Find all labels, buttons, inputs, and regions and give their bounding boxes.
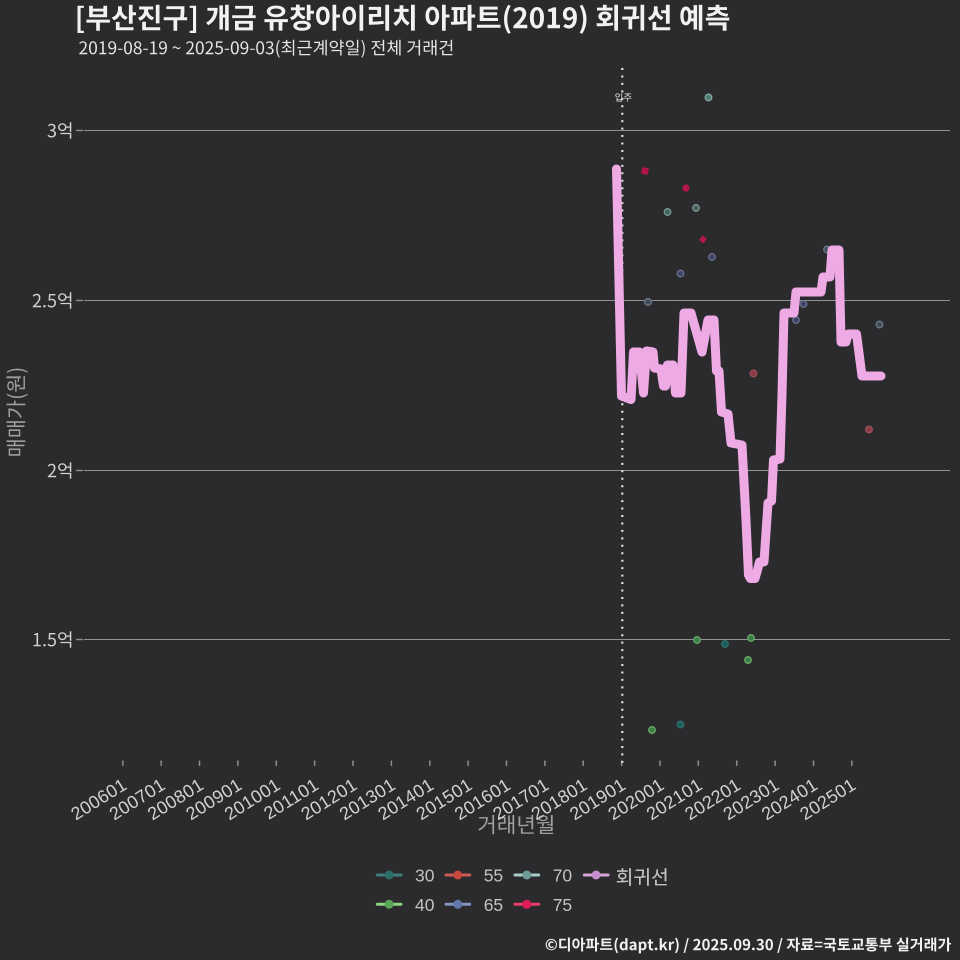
- svg-text:30: 30: [415, 866, 435, 886]
- svg-text:65: 65: [484, 895, 503, 915]
- svg-text:55: 55: [484, 866, 503, 886]
- svg-text:75: 75: [553, 895, 572, 915]
- svg-text:70: 70: [553, 866, 573, 886]
- svg-text:40: 40: [415, 895, 435, 915]
